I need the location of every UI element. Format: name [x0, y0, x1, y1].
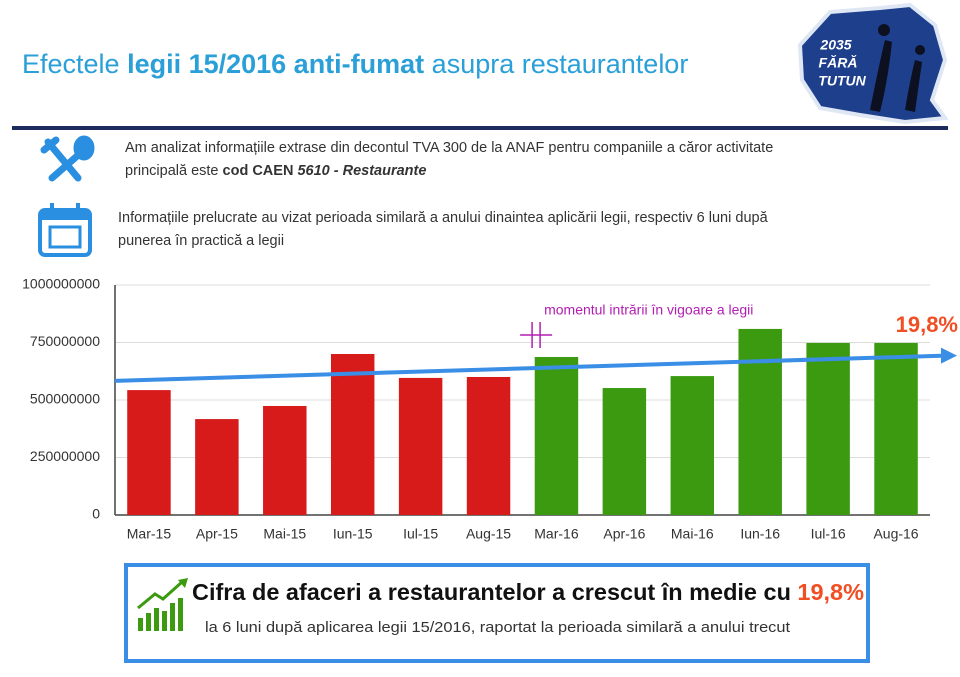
x-tick-label: Iun-15	[333, 526, 373, 542]
logo-text: TUTUN	[818, 73, 866, 89]
bar	[127, 390, 171, 515]
info-text: Informațiile prelucrate au vizat perioad…	[118, 210, 769, 226]
bar	[602, 388, 647, 515]
info-bold: cod CAEN	[223, 163, 298, 179]
x-tick-label: Iul-15	[403, 526, 438, 542]
x-tick-label: Mar-15	[127, 526, 172, 542]
summary-box	[124, 563, 870, 663]
logo-text: FĂRĂ	[819, 55, 858, 71]
calendar-icon	[38, 203, 92, 257]
trend-arrowhead	[941, 347, 957, 364]
summary-text: Cifra de afaceri a restaurantelor a cres…	[192, 579, 797, 605]
x-tick-label: Apr-16	[603, 526, 645, 542]
summary-highlight: 19,8%	[797, 579, 864, 605]
trend-line	[114, 353, 946, 383]
bar	[466, 377, 511, 515]
title-part: asupra restaurantelor	[424, 49, 688, 79]
bar	[195, 419, 239, 515]
growth-label: 19,8%	[896, 312, 958, 337]
y-tick-label: 0	[92, 506, 100, 522]
title-part: legii 15/2016 anti-fumat	[127, 49, 424, 79]
y-tick-label: 500000000	[30, 391, 100, 407]
y-tick-label: 750000000	[30, 333, 100, 349]
info-text: principală este cod CAEN 5610 - Restaura…	[125, 163, 426, 179]
chart: 0 250000000 500000000 750000000 1000000000 Ma…	[22, 276, 958, 542]
bar	[806, 342, 850, 515]
title: Efectele legii 15/2016 anti-fumat asupra…	[22, 49, 688, 79]
summary-subline: la 6 luni după aplicarea legii 15/2016, …	[205, 619, 791, 636]
header-rule	[12, 126, 948, 130]
bar	[263, 405, 307, 515]
y-tick-label: 250000000	[30, 448, 100, 464]
title-part: Efectele	[22, 49, 127, 79]
x-tick-label: Mar-16	[534, 526, 579, 542]
logo-text: 2035	[819, 37, 851, 53]
bar	[398, 377, 443, 515]
x-tick-label: Mai-16	[671, 526, 714, 542]
logo: 2035 FĂRĂ TUTUN	[797, 2, 949, 125]
x-tick-label: Aug-15	[466, 526, 511, 542]
x-tick-label: Aug-16	[873, 526, 918, 542]
info-text: punerea în practică a legii	[118, 233, 284, 249]
bar	[534, 356, 579, 515]
bar	[738, 328, 782, 515]
growth-icon	[137, 578, 188, 631]
x-tick-label: Apr-15	[196, 526, 238, 542]
info-bold-italic: 5610 - Restaurante	[297, 163, 426, 179]
x-tick-label: Iun-16	[740, 526, 780, 542]
x-tick-label: Mai-15	[263, 526, 306, 542]
annotation: momentul intrării în vigoare a legii	[544, 302, 753, 318]
info-text: Am analizat informațiile extrase din dec…	[125, 140, 773, 156]
summary-headline: Cifra de afaceri a restaurantelor a cres…	[192, 579, 864, 605]
x-tick-label: Iul-16	[811, 526, 846, 542]
cutlery-icon	[40, 135, 95, 182]
info-text: principală este	[125, 163, 223, 179]
bar	[874, 342, 918, 515]
bar	[670, 376, 715, 515]
y-tick-label: 1000000000	[22, 276, 100, 292]
bar	[330, 354, 375, 515]
